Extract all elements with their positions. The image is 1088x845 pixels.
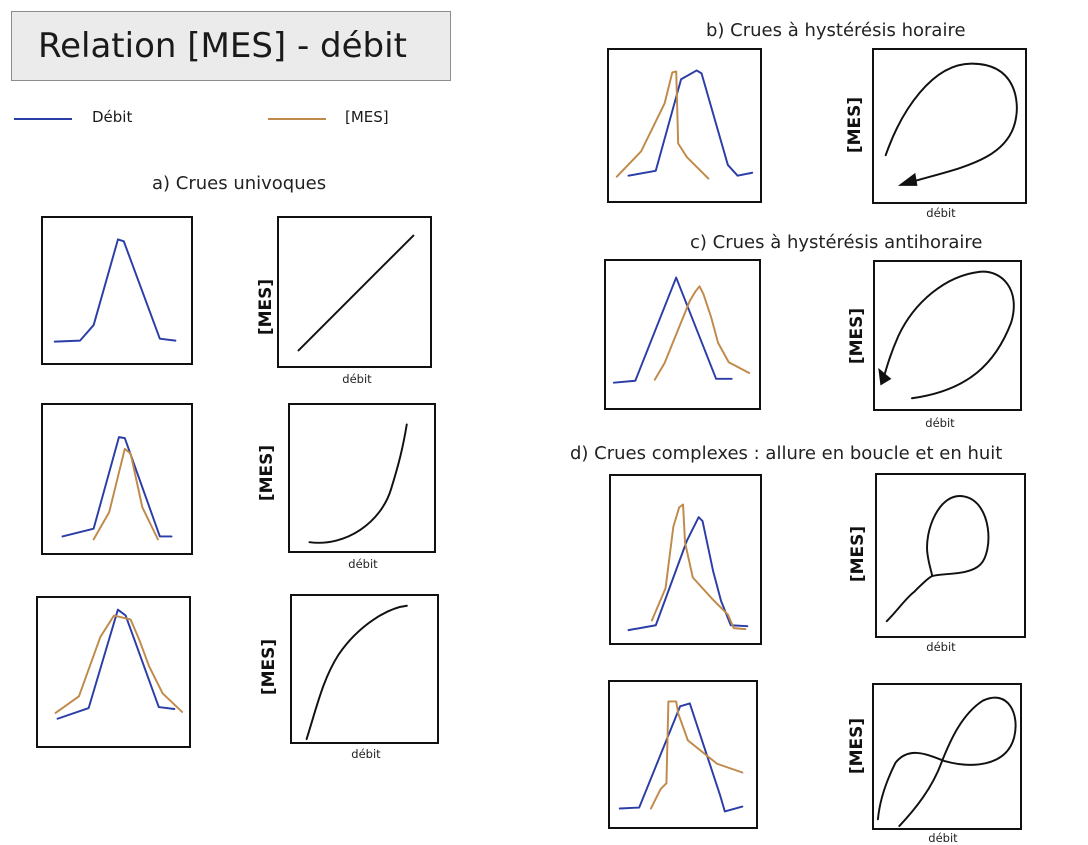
section-title-d: d) Crues complexes : allure en boucle et… — [570, 443, 1003, 464]
y-axis-label-c: [MES] — [847, 307, 867, 365]
relation-curve — [885, 495, 990, 623]
relation-curve — [876, 696, 1017, 828]
hydrograph-d2 — [608, 680, 758, 829]
section-title-c: c) Crues à hystérésis antihoraire — [690, 232, 983, 253]
relation-curve — [308, 423, 408, 544]
concentration-curve — [653, 285, 751, 381]
relation-curve — [884, 62, 1018, 186]
relation-curve — [297, 234, 415, 352]
discharge-curve — [627, 69, 754, 177]
concentration-curve — [649, 700, 744, 810]
section-title-a: a) Crues univoques — [152, 173, 327, 194]
x-axis-label-a2: débit — [348, 557, 378, 571]
y-axis-label-d2: [MES] — [847, 717, 867, 775]
y-axis-label-a3: [MES] — [259, 638, 279, 696]
x-axis-label-d2: débit — [928, 831, 958, 845]
x-axis-label-a3: débit — [351, 747, 381, 761]
discharge-curve — [618, 702, 744, 813]
relation-plot-a1 — [277, 216, 432, 368]
concentration-curve — [92, 447, 159, 541]
legend-label-concentration: [MES] — [345, 108, 389, 126]
hydrograph-b — [607, 48, 762, 203]
y-axis-label-d1: [MES] — [848, 525, 868, 583]
concentration-curve — [650, 503, 747, 631]
legend-line-discharge — [14, 118, 72, 120]
concentration-curve — [54, 614, 184, 714]
relation-curve — [881, 270, 1015, 400]
hydrograph-d1 — [609, 474, 762, 645]
discharge-curve — [612, 276, 733, 384]
x-axis-label-d1: débit — [926, 640, 956, 654]
hydrograph-a1 — [41, 216, 193, 365]
discharge-curve — [53, 238, 177, 343]
x-axis-label-b: débit — [926, 206, 956, 220]
arrowhead — [897, 172, 918, 186]
discharge-curve — [627, 516, 749, 632]
discharge-curve — [56, 608, 176, 720]
hydrograph-a2 — [41, 403, 193, 555]
relation-plot-a3 — [290, 594, 439, 744]
hydrograph-a3 — [36, 596, 191, 748]
title-box: Relation [MES] - débit — [11, 11, 451, 81]
discharge-curve — [61, 436, 173, 538]
relation-plot-d2 — [872, 683, 1022, 830]
page-title: Relation [MES] - débit — [38, 26, 407, 66]
relation-plot-d1 — [875, 473, 1026, 638]
concentration-curve — [615, 70, 710, 180]
section-title-b: b) Crues à hystérésis horaire — [706, 20, 966, 41]
hydrograph-c — [604, 259, 761, 410]
x-axis-label-c: débit — [925, 416, 955, 430]
x-axis-label-a1: débit — [342, 372, 372, 386]
relation-plot-b — [872, 48, 1027, 204]
legend-label-discharge: Débit — [92, 108, 133, 126]
relation-plot-c — [873, 260, 1022, 411]
relation-curve — [305, 604, 408, 741]
y-axis-label-b: [MES] — [845, 96, 865, 154]
legend-line-concentration — [268, 118, 326, 120]
arrowhead — [878, 367, 892, 386]
y-axis-label-a2: [MES] — [257, 444, 277, 502]
relation-plot-a2 — [288, 403, 436, 553]
y-axis-label-a1: [MES] — [256, 278, 276, 336]
